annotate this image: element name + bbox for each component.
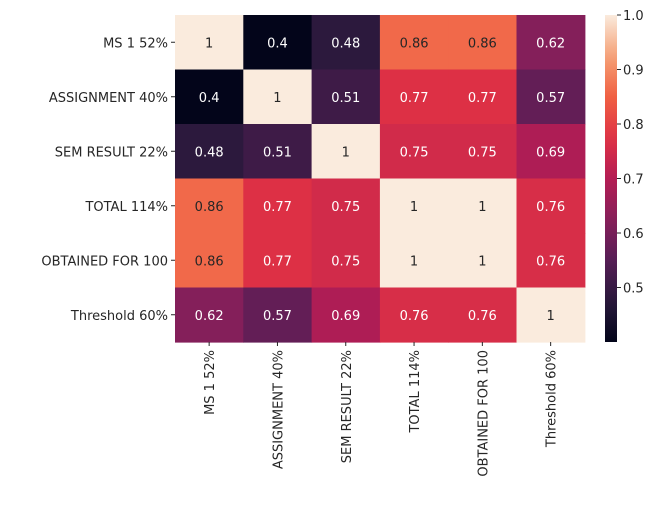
row-tick-label-1: ASSIGNMENT 40% — [49, 91, 168, 106]
column-tick-label-3: TOTAL 114% — [408, 350, 423, 434]
row-tick-labels: MS 1 52% ASSIGNMENT 40% SEM RESULT 22% TOTA… — [41, 36, 175, 324]
heatmap-cell-r3-c5 — [516, 178, 586, 234]
cell-value-r2-c0: 0.48 — [195, 145, 224, 160]
cell-value-r4-c3: 1 — [410, 254, 418, 269]
column-tick-label-1: ASSIGNMENT 40% — [271, 350, 286, 469]
heatmap-cell-r4-c2 — [311, 233, 381, 289]
heatmap-cell-r4-c4 — [448, 233, 518, 289]
colorbar-tick-label-2: 0.7 — [623, 173, 644, 188]
column-tick-label-0: MS 1 52% — [203, 350, 218, 415]
cell-value-r1-c0: 0.4 — [199, 91, 220, 106]
heatmap-cell-r5-c4 — [448, 287, 518, 343]
row-tick-label-4: OBTAINED FOR 100 — [41, 254, 168, 269]
cell-value-r1-c3: 0.77 — [400, 91, 429, 106]
cell-value-r3-c4: 1 — [478, 200, 486, 215]
cell-value-r3-c5: 0.76 — [536, 200, 565, 215]
heatmap-cell-r5-c0 — [175, 287, 244, 343]
colorbar-gradient — [605, 15, 617, 342]
column-tick-labels: MS 1 52% ASSIGNMENT 40% SEM RESULT 22% TOTA… — [203, 342, 560, 477]
cell-value-r0-c5: 0.62 — [536, 36, 565, 51]
cell-value-r1-c2: 0.51 — [331, 91, 360, 106]
cell-value-r5-c3: 0.76 — [400, 309, 429, 324]
cell-value-r1-c1: 1 — [273, 91, 281, 106]
cell-value-r0-c3: 0.86 — [400, 36, 429, 51]
cell-value-r3-c2: 0.75 — [331, 200, 360, 215]
heatmap-cell-r0-c4 — [448, 15, 518, 71]
column-tick-label-4: OBTAINED FOR 100 — [476, 350, 491, 477]
column-tick-label-5: Threshold 60% — [545, 350, 560, 448]
heatmap-cell-r2-c5 — [516, 124, 586, 180]
cell-value-r4-c1: 0.77 — [263, 254, 292, 269]
heatmap-cells — [175, 15, 586, 343]
colorbar-tick-label-0: 0.5 — [623, 282, 644, 297]
heatmap-cell-r1-c1 — [243, 69, 313, 125]
heatmap-cell-r3-c0 — [175, 178, 244, 234]
cell-value-r0-c0: 1 — [205, 36, 213, 51]
heatmap-cell-r5-c3 — [379, 287, 449, 343]
cell-value-r2-c4: 0.75 — [468, 145, 497, 160]
colorbar-tick-label-5: 1.0 — [623, 9, 644, 24]
heatmap-cell-r0-c2 — [311, 15, 381, 71]
cell-value-r4-c4: 1 — [478, 254, 486, 269]
row-tick-label-5: Threshold 60% — [70, 309, 168, 324]
cell-value-r4-c0: 0.86 — [195, 254, 224, 269]
cell-value-r4-c5: 0.76 — [536, 254, 565, 269]
heatmap-cell-r4-c5 — [516, 233, 586, 289]
heatmap-cell-r2-c0 — [175, 124, 244, 180]
heatmap-cell-r4-c3 — [379, 233, 449, 289]
heatmap-cell-r2-c1 — [243, 124, 313, 180]
row-tick-label-0: MS 1 52% — [103, 36, 168, 51]
heatmap-annotations: 1 0.4 0.48 0.86 0.86 0.62 0.4 1 0.51 0.77 0.77 0.57… — [195, 36, 565, 324]
row-tick-label-2: SEM RESULT 22% — [55, 145, 168, 160]
heatmap-cell-r5-c5 — [516, 287, 586, 343]
heatmap-cell-r5-c1 — [243, 287, 313, 343]
heatmap-cell-r4-c0 — [175, 233, 244, 289]
heatmap-cell-r3-c4 — [448, 178, 518, 234]
heatmap-cell-r1-c5 — [516, 69, 586, 125]
cell-value-r5-c0: 0.62 — [195, 309, 224, 324]
cell-value-r3-c1: 0.77 — [263, 200, 292, 215]
cell-value-r5-c2: 0.69 — [331, 309, 360, 324]
cell-value-r2-c2: 1 — [342, 145, 350, 160]
column-tick-label-2: SEM RESULT 22% — [340, 350, 355, 463]
heatmap-cell-r1-c0 — [175, 69, 244, 125]
colorbar-tick-label-3: 0.8 — [623, 118, 644, 133]
heatmap-cell-r0-c0 — [175, 15, 244, 71]
row-tick-label-3: TOTAL 114% — [84, 200, 168, 215]
heatmap-cell-r1-c4 — [448, 69, 518, 125]
cell-value-r1-c5: 0.57 — [536, 91, 565, 106]
cell-value-r5-c1: 0.57 — [263, 309, 292, 324]
colorbar-tick-label-4: 0.9 — [623, 64, 644, 79]
heatmap-cell-r1-c3 — [379, 69, 449, 125]
heatmap-cell-r2-c4 — [448, 124, 518, 180]
colorbar: 0.5 0.6 0.7 0.8 0.9 1.0 — [605, 9, 644, 342]
cell-value-r1-c4: 0.77 — [468, 91, 497, 106]
cell-value-r3-c0: 0.86 — [195, 200, 224, 215]
cell-value-r3-c3: 1 — [410, 200, 418, 215]
cell-value-r4-c2: 0.75 — [331, 254, 360, 269]
cell-value-r0-c2: 0.48 — [331, 36, 360, 51]
cell-value-r2-c1: 0.51 — [263, 145, 292, 160]
heatmap-cell-r3-c3 — [379, 178, 449, 234]
heatmap-cell-r5-c2 — [311, 287, 381, 343]
cell-value-r2-c5: 0.69 — [536, 145, 565, 160]
heatmap-cell-r2-c2 — [311, 124, 381, 180]
heatmap-cell-r0-c3 — [379, 15, 449, 71]
cell-value-r2-c3: 0.75 — [400, 145, 429, 160]
cell-value-r0-c4: 0.86 — [468, 36, 497, 51]
heatmap-cell-r3-c1 — [243, 178, 313, 234]
heatmap-cell-r2-c3 — [379, 124, 449, 180]
heatmap-cell-r0-c1 — [243, 15, 313, 71]
cell-value-r0-c1: 0.4 — [267, 36, 288, 51]
heatmap-cell-r4-c1 — [243, 233, 313, 289]
heatmap-cell-r0-c5 — [516, 15, 586, 71]
colorbar-tick-label-1: 0.6 — [623, 227, 644, 242]
cell-value-r5-c5: 1 — [547, 309, 555, 324]
cell-value-r5-c4: 0.76 — [468, 309, 497, 324]
heatmap-cell-r3-c2 — [311, 178, 381, 234]
heatmap-cell-r1-c2 — [311, 69, 381, 125]
